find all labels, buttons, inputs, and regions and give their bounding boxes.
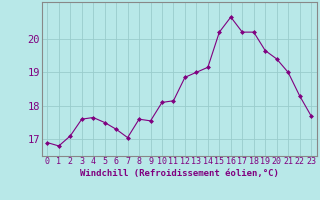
X-axis label: Windchill (Refroidissement éolien,°C): Windchill (Refroidissement éolien,°C)	[80, 169, 279, 178]
